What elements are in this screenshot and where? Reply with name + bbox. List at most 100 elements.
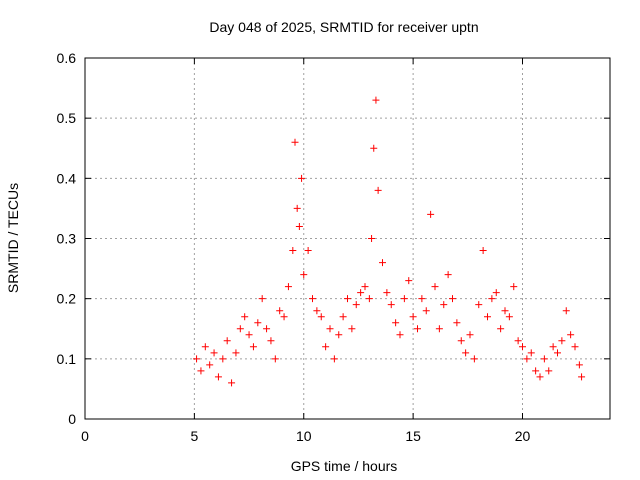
data-point [567,331,575,339]
data-point [214,373,222,381]
data-point [295,222,303,230]
data-point [258,295,266,303]
y-tick-label: 0.3 [57,231,77,247]
data-point [558,337,566,345]
data-point [304,247,312,255]
data-point [276,307,284,315]
data-point [326,325,334,333]
y-tick-label: 0.4 [57,170,77,186]
data-point [510,283,518,291]
data-point [335,331,343,339]
data-point [501,307,509,315]
data-point [280,313,288,321]
data-point [344,295,351,303]
y-tick-label: 0 [68,411,76,427]
data-point [374,186,382,194]
data-point [387,301,395,309]
grid-lines [85,58,610,419]
x-tick-label: 0 [81,428,89,444]
data-point [466,331,474,339]
data-point [532,367,540,375]
data-point [475,301,483,309]
y-tick-label: 0.5 [57,110,77,126]
data-point [197,367,205,375]
data-point [431,283,439,291]
data-point [357,289,365,297]
data-point [267,337,275,345]
data-point [365,295,373,303]
data-point [206,361,214,369]
data-point [236,325,244,333]
data-point [562,307,570,315]
data-point [462,349,470,357]
data-point [427,210,435,218]
plot-frame [84,57,611,420]
data-point [383,289,391,297]
data-point [372,96,380,104]
data-point [453,319,461,327]
data-point [405,277,413,285]
data-point [484,313,491,321]
data-point [519,343,526,351]
data-point [392,319,400,327]
data-point [249,343,257,351]
data-point [554,349,561,357]
data-point [361,283,369,291]
data-point [409,313,417,321]
data-point [291,138,299,146]
data-point [317,313,325,321]
data-point [545,367,553,375]
data-point [400,295,408,303]
x-tick-label: 10 [296,428,312,444]
data-point [263,325,271,333]
data-point [575,361,583,369]
data-point [313,307,321,315]
data-point [289,247,297,255]
data-point [241,313,249,321]
data-point [418,295,426,303]
data-point [505,313,513,321]
data-point [492,289,500,297]
axis-ticks: 0 0.1 0.2 0.3 0.4 0.5 0.6 0 5 10 15 20 [57,50,610,444]
y-tick-label: 0.2 [57,291,77,307]
data-point [330,355,338,363]
x-tick-label: 15 [405,428,421,444]
data-point [470,355,478,363]
y-axis-label: SRMTID / TECUs [5,183,21,293]
data-point [449,295,456,303]
data-point [223,337,231,345]
data-point [540,355,548,363]
data-points [193,96,586,387]
data-point [368,235,376,242]
data-point [284,283,292,291]
data-point [298,174,306,182]
chart-title: Day 048 of 2025, SRMTID for receiver upt… [209,19,478,35]
data-point [370,144,378,152]
data-point [210,349,218,357]
data-point [219,355,227,363]
data-point [414,325,421,333]
data-point [479,247,487,255]
data-point [293,204,301,212]
data-point [422,307,430,315]
data-point [339,313,347,321]
data-point [488,295,496,303]
data-point [396,331,404,339]
x-axis-label: GPS time / hours [291,458,398,474]
data-point [245,331,253,339]
data-point [435,325,443,333]
x-tick-label: 5 [190,428,198,444]
data-point [322,343,330,351]
data-point [379,259,386,267]
data-point [309,295,316,303]
data-point [300,271,308,279]
data-point [440,301,448,309]
data-point [571,343,579,351]
data-point [348,325,356,333]
y-tick-label: 0.6 [57,50,77,66]
data-point [527,349,535,357]
data-point [201,343,209,351]
y-tick-label: 0.1 [57,351,77,367]
data-point [352,301,360,309]
data-point [523,355,531,363]
